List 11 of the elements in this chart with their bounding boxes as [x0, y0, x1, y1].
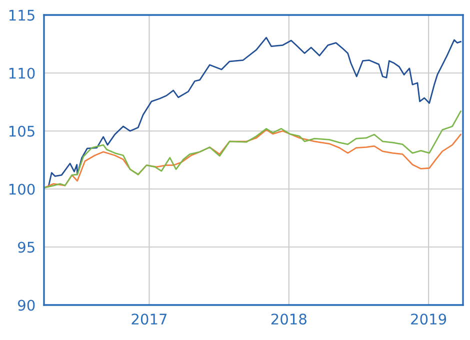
x-tick-label: 2018 [271, 314, 306, 325]
x-tick-label: 2017 [132, 314, 167, 325]
x-tick-label: 2019 [411, 314, 446, 325]
y-tick-label: 105 [9, 126, 34, 137]
y-tick-label: 115 [9, 10, 34, 21]
y-tick-label: 90 [18, 300, 35, 311]
line-series [44, 129, 462, 189]
y-tick-label: 110 [9, 68, 35, 79]
y-tick-label: 95 [18, 242, 34, 253]
line-series [44, 110, 462, 189]
y-tick-label: 100 [9, 184, 35, 195]
